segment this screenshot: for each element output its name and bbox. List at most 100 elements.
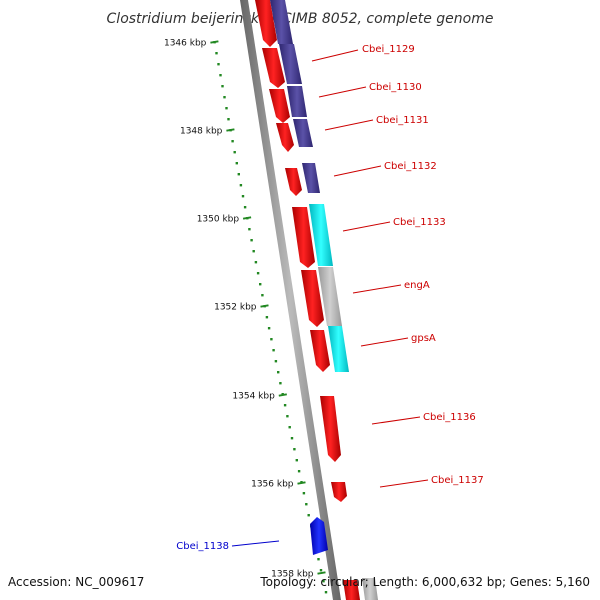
leader-cbei-1129 [311,49,359,62]
gene-cbei-1133a[interactable] [285,168,302,196]
cog-block-1130[interactable] [279,44,302,84]
label-cbei-1136[interactable]: Cbei_1136 [423,412,476,423]
scale-dot [243,206,247,209]
scale-dot [233,151,236,154]
scale-tick-mark [242,216,252,220]
scale-dot [319,569,323,572]
scale-dot [295,459,298,462]
label-cbei-1129[interactable]: Cbei_1129 [362,44,415,55]
leader-enga [352,284,402,294]
scale-dot [274,360,278,363]
label-leaders [311,49,429,488]
scale-tick-label: 1354 kbp [232,392,275,402]
gene-cbei-1133[interactable] [292,207,315,268]
gene-labels: Cbei_1129 Cbei_1130 Cbei_1131 Cbei_1132 … [176,44,483,552]
scale-tick-mark [260,304,269,308]
label-cbei-1131[interactable]: Cbei_1131 [376,115,429,126]
gene-cbei-1131[interactable] [269,89,290,123]
scale-dot [217,63,220,66]
cog-block-gpsa[interactable] [328,326,349,372]
scale-dot [225,107,228,110]
scale-dot [261,294,264,297]
cog-block-1131a[interactable] [287,86,307,117]
scale-dot [267,327,271,330]
gene-cbei-1129[interactable] [255,0,277,47]
cog-block-1132[interactable] [302,163,320,193]
scale-dot [305,503,308,506]
scale-dot [283,404,287,407]
scale-tick-label: 1346 kbp [164,39,207,49]
label-cbei-1130[interactable]: Cbei_1130 [369,82,422,93]
scale-dot [256,272,260,275]
leader-cbei-1137 [379,479,429,488]
cog-block-1129[interactable] [270,0,293,44]
topology-text: Topology: circular; Length: 6,000,632 bp… [259,575,590,589]
scale-ticks: 1346 kbp 1348 kbp 1350 kbp 1352 kbp 1354 kbp… [164,39,326,580]
scale-dot [259,283,262,286]
scale-tick-mark [226,128,235,132]
scale-dot [237,173,240,176]
scale-dot [307,514,310,517]
leader-cbei-1131 [324,119,374,131]
scale-dot [215,52,218,55]
scale-dot [302,492,306,495]
gene-enga[interactable] [301,270,324,327]
scale-dot [254,261,258,264]
label-cbei-1132[interactable]: Cbei_1132 [384,161,437,172]
label-cbei-1138[interactable]: Cbei_1138 [176,541,229,552]
scale-tick-mark [297,481,306,485]
scale-tick-mark [210,40,219,44]
cog-block-1131b[interactable] [293,119,313,147]
label-cbei-1137[interactable]: Cbei_1137 [431,475,484,486]
scale-dot [317,558,320,561]
scale-dot [322,580,325,583]
gene-bottom[interactable] [343,580,360,600]
scale-dot [223,96,226,99]
scale-dot [231,140,234,143]
leader-cbei-1136 [371,416,421,425]
scale-tick-label: 1348 kbp [180,127,223,137]
scale-dot [297,470,301,473]
backbone-strand [240,0,341,600]
scale-dot [293,448,296,451]
scale-dot [279,382,282,385]
scale-dot [265,316,269,319]
scale-dot [252,250,255,253]
gene-cbei-1132[interactable] [276,123,294,152]
scale-dot [324,591,328,594]
cog-block-enga[interactable] [318,267,342,326]
scale-dot [270,338,273,341]
scale-dot [235,162,238,165]
scale-dot [288,426,291,429]
scale-dot [239,184,243,187]
scale-dot [290,437,294,440]
leader-cbei-1138 [231,540,280,547]
scale-dot [277,371,280,374]
gene-cbei-1138[interactable] [310,517,328,555]
scale-dot [286,415,289,418]
cog-block-1133[interactable] [309,204,333,266]
gene-cbei-1136[interactable] [320,396,341,462]
label-cbei-1133[interactable]: Cbei_1133 [393,217,446,228]
scale-dot [272,349,275,352]
scale-dot [248,228,251,231]
scale-tick-label: 1356 kbp [251,480,294,490]
label-gpsa[interactable]: gpsA [411,333,436,344]
gene-cbei-1137[interactable] [331,482,347,502]
cog-strand [270,0,378,600]
scale-dot [241,195,245,198]
scale-tick-label: 1352 kbp [214,303,257,313]
map-title: Clostridium beijerinckii NCIMB 8052, com… [107,11,494,27]
scale-tick-mark [317,571,326,575]
label-enga[interactable]: engA [404,280,430,291]
scale-tick-label: 1350 kbp [197,215,240,225]
gene-cbei-1130[interactable] [262,48,285,88]
scale-dot [221,85,224,88]
leader-cbei-1133 [342,221,391,232]
scale-dot [219,74,222,77]
gene-gpsa[interactable] [310,330,330,372]
cog-block-bottom[interactable] [362,578,378,600]
scale-dot [250,239,253,242]
leader-cbei-1132 [333,165,382,177]
